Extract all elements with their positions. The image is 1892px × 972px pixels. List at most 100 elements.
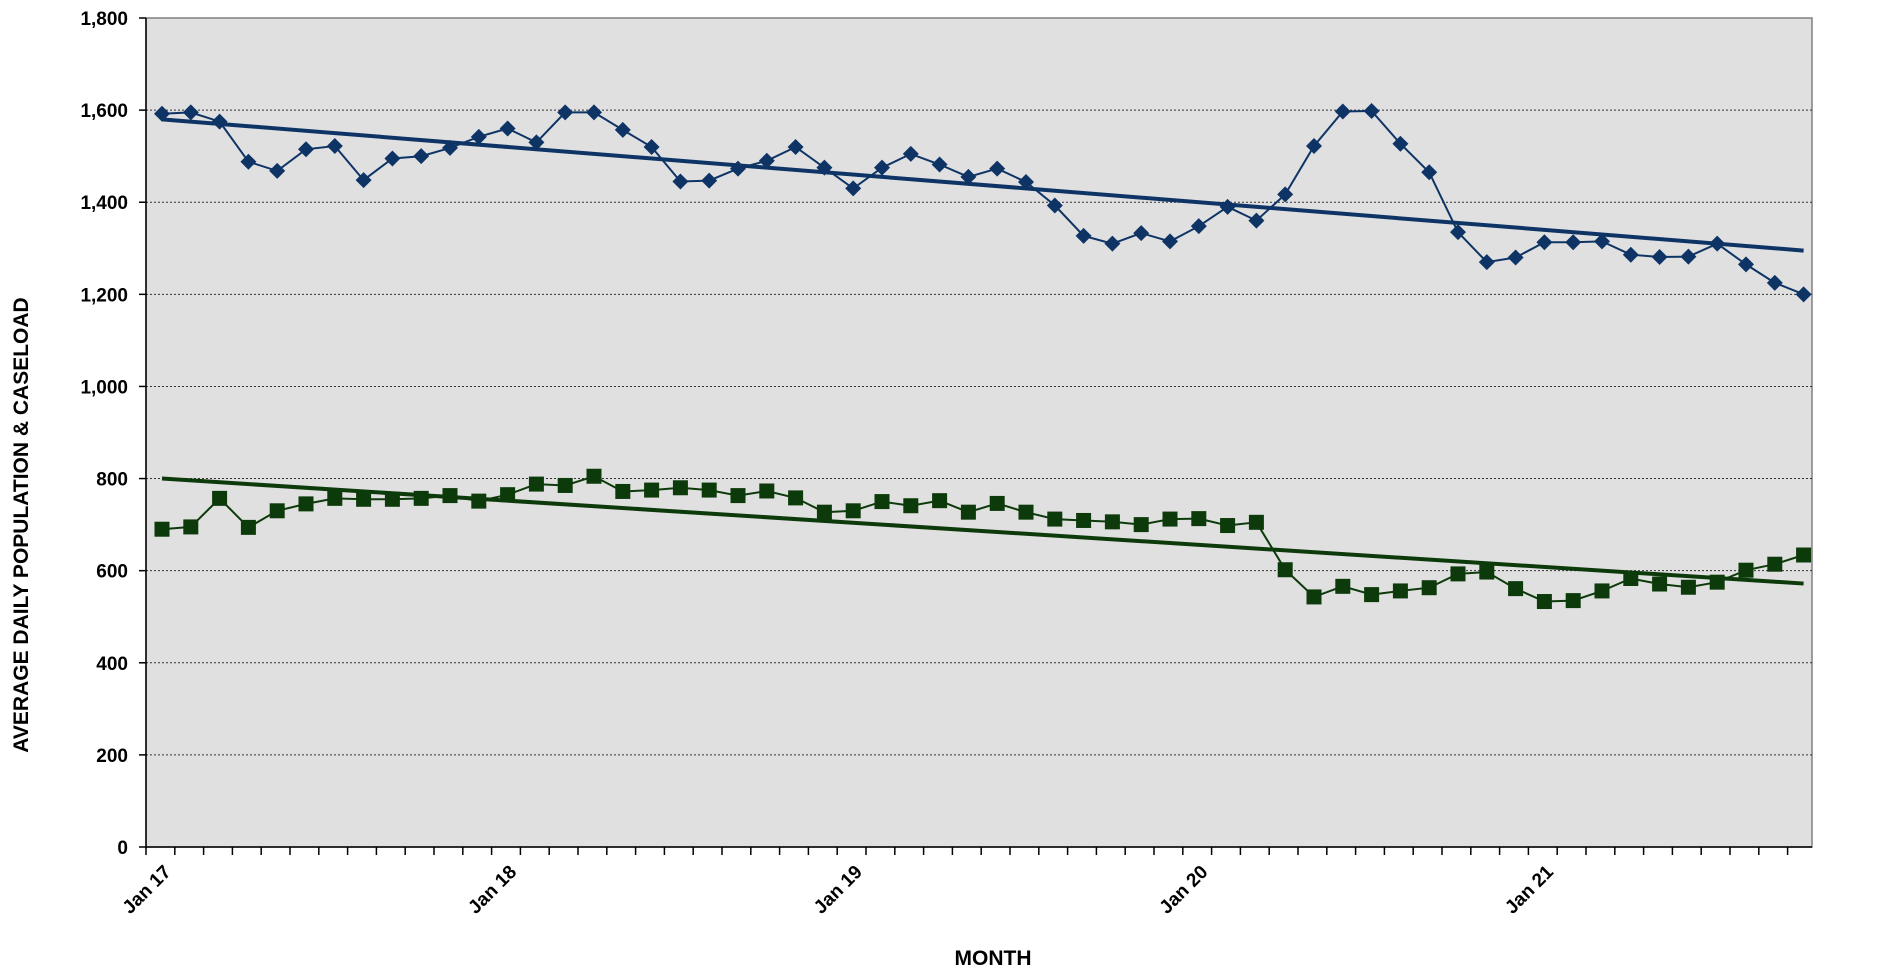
data-point-square <box>759 483 775 499</box>
data-point-square <box>1133 517 1149 533</box>
x-axis-title: MONTH <box>955 947 1032 970</box>
y-tick-label: 1,200 <box>80 285 128 306</box>
x-tick-label: Jan 17 <box>119 862 176 919</box>
data-point-diamond <box>1277 186 1294 203</box>
data-point-diamond <box>269 162 286 179</box>
data-point-diamond <box>470 128 487 145</box>
data-point-square <box>356 491 372 507</box>
data-point-square <box>183 519 199 535</box>
data-point-square <box>816 504 832 520</box>
data-point-diamond <box>931 156 948 173</box>
y-tick-label: 600 <box>96 562 128 583</box>
data-point-diamond <box>643 138 660 155</box>
data-point-square <box>1220 518 1236 534</box>
y-tick-label: 0 <box>117 838 128 859</box>
data-point-square <box>471 493 487 509</box>
data-point-square <box>327 490 343 506</box>
data-point-diamond <box>413 148 430 165</box>
data-point-diamond <box>614 121 631 138</box>
data-point-square <box>528 476 544 492</box>
data-point-diamond <box>1046 197 1063 214</box>
data-point-square <box>788 490 804 506</box>
series-2 <box>154 468 1812 610</box>
data-point-square <box>960 504 976 520</box>
data-point-diamond <box>355 172 372 189</box>
data-point-diamond <box>326 138 343 155</box>
data-point-square <box>903 498 919 514</box>
data-point-square <box>1767 556 1783 572</box>
data-point-square <box>1018 504 1034 520</box>
data-point-square <box>672 480 688 496</box>
data-point-diamond <box>1306 138 1322 155</box>
data-point-square <box>1248 514 1264 530</box>
data-point-square <box>1536 594 1552 610</box>
y-tick-label: 400 <box>96 654 128 675</box>
data-point-square <box>730 488 746 504</box>
y-tick-label: 200 <box>96 746 128 767</box>
data-point-diamond <box>1450 224 1466 241</box>
data-point-diamond <box>298 141 314 158</box>
data-point-square <box>1450 566 1466 582</box>
data-point-diamond <box>989 160 1006 177</box>
data-point-square <box>1796 547 1812 563</box>
data-point-diamond <box>211 113 228 130</box>
data-point-diamond <box>182 104 199 121</box>
y-tick-label: 1,600 <box>80 101 128 122</box>
data-point-diamond <box>384 150 401 167</box>
data-point-diamond <box>874 159 890 176</box>
y-tick-label: 800 <box>96 470 128 491</box>
gridlines <box>146 109 1812 756</box>
data-point-square <box>557 477 573 493</box>
data-point-diamond <box>1622 246 1639 263</box>
data-point-diamond <box>1536 234 1553 251</box>
data-point-square <box>442 488 458 504</box>
data-point-square <box>269 503 285 519</box>
data-point-square <box>1421 580 1437 596</box>
data-point-diamond <box>1594 233 1610 250</box>
data-point-diamond <box>1190 218 1207 235</box>
data-point-square <box>1508 581 1524 597</box>
data-point-diamond <box>816 159 833 176</box>
data-point-square <box>1306 589 1322 605</box>
data-point-square <box>874 494 890 510</box>
data-point-square <box>615 483 631 499</box>
data-point-diamond <box>1162 233 1178 250</box>
data-point-diamond <box>1104 235 1121 252</box>
data-point-square <box>701 482 717 498</box>
y-tick-label: 1,800 <box>80 9 128 30</box>
data-point-square <box>1277 562 1293 578</box>
data-point-diamond <box>1018 173 1034 190</box>
data-point-square <box>1335 578 1351 594</box>
y-tick-label: 1,400 <box>80 193 128 214</box>
trend-line <box>161 476 1804 586</box>
trend-line <box>161 117 1804 253</box>
data-point-diamond <box>586 104 602 121</box>
data-point-square <box>240 519 256 535</box>
x-tick-label: Jan 18 <box>464 862 521 919</box>
data-point-diamond <box>1392 135 1409 152</box>
data-point-square <box>932 493 948 509</box>
data-point-square <box>989 495 1005 511</box>
data-point-diamond <box>1219 198 1236 215</box>
x-tick-label: Jan 21 <box>1501 861 1558 918</box>
data-point-diamond <box>1651 249 1668 266</box>
data-point-square <box>586 468 602 484</box>
data-point-diamond <box>1795 286 1812 303</box>
data-point-square <box>1709 574 1725 590</box>
data-point-diamond <box>154 105 170 122</box>
data-point-square <box>1364 587 1380 603</box>
data-point-square <box>1738 562 1754 578</box>
data-point-diamond <box>1565 234 1582 251</box>
data-point-square <box>1623 570 1639 586</box>
data-point-square <box>154 521 170 537</box>
data-point-diamond <box>730 160 746 177</box>
y-axis-title: AVERAGE DAILY POPULATION & CASELOAD <box>10 297 33 752</box>
data-point-square <box>1565 593 1581 609</box>
data-point-diamond <box>787 138 804 155</box>
data-point-square <box>1191 511 1207 527</box>
data-point-square <box>413 490 429 506</box>
data-point-square <box>1392 583 1408 599</box>
data-point-diamond <box>1075 227 1092 244</box>
data-point-diamond <box>902 145 919 162</box>
